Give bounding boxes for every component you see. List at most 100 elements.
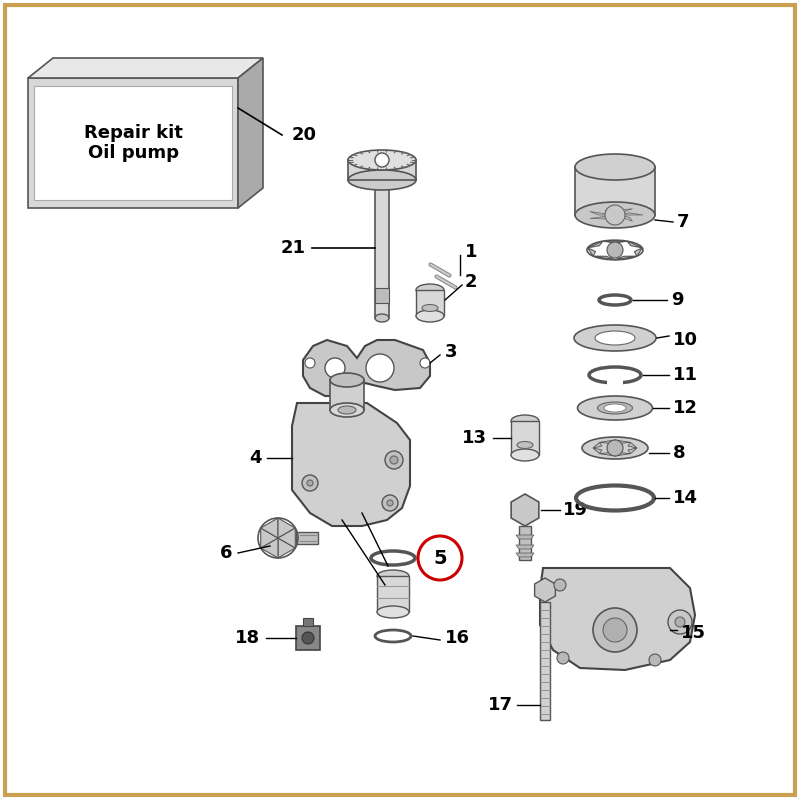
Polygon shape xyxy=(296,532,318,544)
Polygon shape xyxy=(540,568,695,670)
Polygon shape xyxy=(516,535,534,539)
Polygon shape xyxy=(593,448,602,454)
Polygon shape xyxy=(590,215,615,219)
Text: 12: 12 xyxy=(673,399,698,417)
Polygon shape xyxy=(575,167,655,215)
Ellipse shape xyxy=(381,633,405,639)
Circle shape xyxy=(302,632,314,644)
Polygon shape xyxy=(261,538,278,558)
Circle shape xyxy=(668,610,692,634)
Ellipse shape xyxy=(348,170,416,190)
Circle shape xyxy=(385,451,403,469)
Ellipse shape xyxy=(511,415,539,427)
Polygon shape xyxy=(28,58,263,78)
Circle shape xyxy=(649,654,661,666)
Polygon shape xyxy=(348,160,416,180)
Ellipse shape xyxy=(598,402,633,414)
Polygon shape xyxy=(278,518,295,538)
Ellipse shape xyxy=(377,606,409,618)
Text: 3: 3 xyxy=(445,343,458,361)
Text: 9: 9 xyxy=(671,291,683,309)
Polygon shape xyxy=(627,241,642,248)
Circle shape xyxy=(554,579,566,591)
Ellipse shape xyxy=(595,331,635,345)
Ellipse shape xyxy=(330,403,364,417)
Polygon shape xyxy=(534,578,555,602)
Ellipse shape xyxy=(578,396,653,420)
Ellipse shape xyxy=(416,310,444,322)
Text: 15: 15 xyxy=(681,624,706,642)
Polygon shape xyxy=(590,211,615,215)
Polygon shape xyxy=(628,442,637,448)
Circle shape xyxy=(675,617,685,627)
Polygon shape xyxy=(540,602,550,720)
Polygon shape xyxy=(615,213,643,215)
Circle shape xyxy=(387,500,393,506)
Circle shape xyxy=(307,480,313,486)
Circle shape xyxy=(305,358,315,368)
Ellipse shape xyxy=(511,449,539,461)
Polygon shape xyxy=(628,448,637,454)
Text: 19: 19 xyxy=(563,501,588,519)
Polygon shape xyxy=(375,180,389,318)
Polygon shape xyxy=(416,290,444,316)
Text: Repair kit
Oil pump: Repair kit Oil pump xyxy=(83,123,182,162)
Polygon shape xyxy=(605,207,615,215)
Ellipse shape xyxy=(574,325,656,351)
Polygon shape xyxy=(599,453,615,456)
Ellipse shape xyxy=(375,314,389,322)
Text: 11: 11 xyxy=(673,366,698,384)
Text: 1: 1 xyxy=(465,243,478,261)
Polygon shape xyxy=(511,494,539,526)
Ellipse shape xyxy=(582,437,648,459)
Polygon shape xyxy=(615,453,630,456)
Circle shape xyxy=(375,153,389,167)
Ellipse shape xyxy=(416,284,444,296)
Text: 8: 8 xyxy=(673,444,686,462)
Circle shape xyxy=(557,652,569,664)
Ellipse shape xyxy=(575,202,655,228)
Text: 10: 10 xyxy=(673,331,698,349)
Circle shape xyxy=(607,242,623,258)
Text: 21: 21 xyxy=(281,239,306,257)
Polygon shape xyxy=(615,209,633,215)
Polygon shape xyxy=(593,442,602,448)
Text: 7: 7 xyxy=(677,213,690,231)
Circle shape xyxy=(607,440,623,456)
Circle shape xyxy=(605,205,625,225)
Circle shape xyxy=(603,618,627,642)
Polygon shape xyxy=(375,288,389,303)
Circle shape xyxy=(325,358,345,378)
Text: 18: 18 xyxy=(235,629,260,647)
Polygon shape xyxy=(599,440,615,443)
Text: 6: 6 xyxy=(219,544,232,562)
Ellipse shape xyxy=(348,150,416,170)
Polygon shape xyxy=(278,538,295,558)
Polygon shape xyxy=(588,241,603,248)
Polygon shape xyxy=(609,215,618,222)
Polygon shape xyxy=(303,340,430,396)
Circle shape xyxy=(382,495,398,511)
Ellipse shape xyxy=(517,442,533,449)
Text: 4: 4 xyxy=(250,449,262,467)
Polygon shape xyxy=(511,421,539,455)
Ellipse shape xyxy=(604,404,626,412)
Polygon shape xyxy=(34,86,232,200)
Polygon shape xyxy=(296,626,320,650)
Polygon shape xyxy=(261,518,278,538)
Circle shape xyxy=(420,358,430,368)
Polygon shape xyxy=(292,403,410,526)
Polygon shape xyxy=(303,618,313,626)
Polygon shape xyxy=(516,545,534,549)
Circle shape xyxy=(593,608,637,652)
Text: 16: 16 xyxy=(445,629,470,647)
Ellipse shape xyxy=(330,373,364,387)
Polygon shape xyxy=(588,248,595,256)
Polygon shape xyxy=(615,215,633,222)
Polygon shape xyxy=(28,78,238,208)
Text: 13: 13 xyxy=(462,429,487,447)
Polygon shape xyxy=(330,380,364,410)
Polygon shape xyxy=(603,241,627,243)
Ellipse shape xyxy=(377,570,409,582)
Ellipse shape xyxy=(597,370,633,380)
